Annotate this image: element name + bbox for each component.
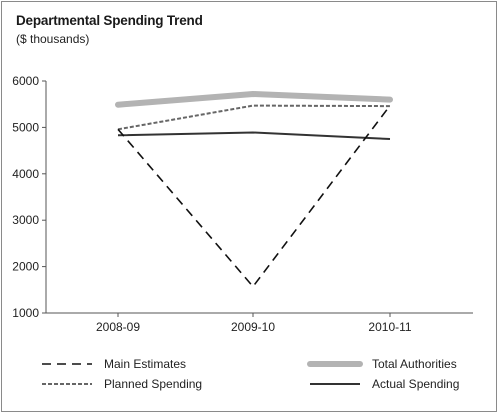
x-tick-label: 2009-10 bbox=[231, 320, 275, 334]
y-tick-label: 4000 bbox=[12, 167, 39, 181]
chart-subtitle: ($ thousands) bbox=[16, 32, 90, 46]
y-tick-label: 1000 bbox=[12, 306, 39, 320]
y-tick-label: 5000 bbox=[12, 120, 39, 134]
legend-label-planned-spending: Planned Spending bbox=[104, 377, 202, 391]
legend-label-total-authorities: Total Authorities bbox=[372, 357, 457, 371]
y-tick-label: 6000 bbox=[12, 74, 39, 88]
series-line-total-authorities bbox=[115, 91, 393, 108]
series-line-actual-spending bbox=[117, 131, 391, 140]
x-tick-label: 2010-11 bbox=[368, 320, 411, 334]
x-tick-label: 2008-09 bbox=[96, 320, 140, 334]
legend-label-main-estimates: Main Estimates bbox=[104, 357, 186, 371]
y-tick-label: 3000 bbox=[12, 213, 39, 227]
chart-title: Departmental Spending Trend bbox=[16, 13, 203, 28]
series-line-planned-spending bbox=[117, 104, 391, 131]
legend-label-actual-spending: Actual Spending bbox=[372, 377, 459, 391]
y-tick-label: 2000 bbox=[12, 260, 39, 274]
